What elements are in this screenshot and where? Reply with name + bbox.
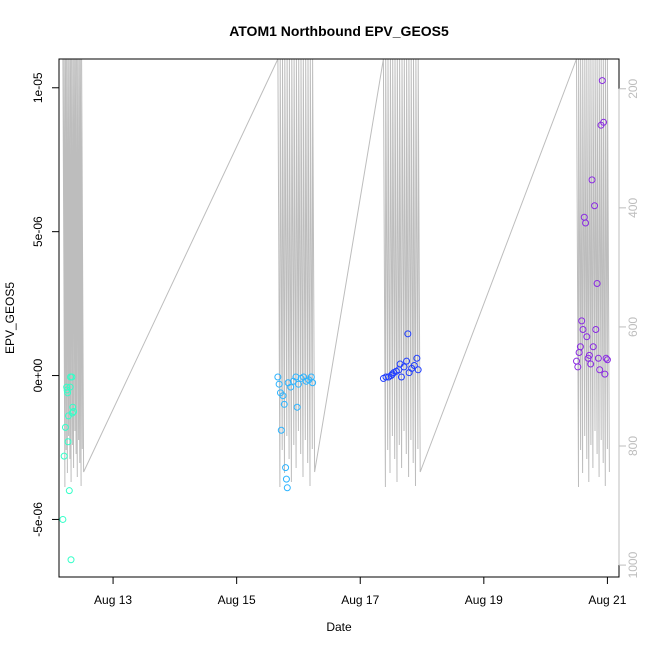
x-tick-label: Aug 21 xyxy=(588,593,626,607)
data-point xyxy=(600,118,608,126)
y-tick-label: 5e-06 xyxy=(31,216,45,247)
data-point xyxy=(593,279,601,287)
data-point xyxy=(60,452,68,460)
data-point xyxy=(59,515,67,523)
data-point xyxy=(64,438,72,446)
data-point xyxy=(589,343,597,351)
data-point xyxy=(602,354,610,362)
x-tick-label: Aug 15 xyxy=(218,593,256,607)
data-point xyxy=(277,426,285,434)
data-point xyxy=(293,403,301,411)
depth-trace xyxy=(62,58,610,488)
y-axis-label: EPV_GEOS5 xyxy=(3,282,17,354)
right-tick-label: 200 xyxy=(626,78,640,98)
data-point xyxy=(579,326,587,334)
x-tick-label: Aug 19 xyxy=(465,593,503,607)
data-point xyxy=(587,360,595,368)
data-point xyxy=(67,556,75,564)
data-point xyxy=(592,326,600,334)
chart-title: ATOM1 Northbound EPV_GEOS5 xyxy=(229,23,449,39)
data-point xyxy=(591,202,599,210)
data-point xyxy=(403,357,411,365)
data-point xyxy=(582,219,590,227)
data-point xyxy=(275,380,283,388)
y-tick-label: 1e-05 xyxy=(31,72,45,103)
data-point xyxy=(70,408,78,416)
data-point xyxy=(294,380,302,388)
x-axis-label: Date xyxy=(326,620,352,634)
right-tick-label: 600 xyxy=(626,317,640,337)
right-axis: 200 400 600 800 1000 xyxy=(618,78,640,578)
data-point xyxy=(61,423,69,431)
depth-trace-group xyxy=(62,58,610,488)
y-tick-label: 0e+00 xyxy=(31,358,45,392)
data-point xyxy=(588,176,596,184)
data-point xyxy=(274,373,282,381)
data-point xyxy=(282,464,290,472)
data-point xyxy=(594,354,602,362)
data-point xyxy=(583,333,591,341)
data-point xyxy=(309,379,317,387)
data-point xyxy=(598,77,606,85)
data-point xyxy=(603,356,611,364)
x-tick-label: Aug 13 xyxy=(94,593,132,607)
data-point xyxy=(601,370,609,378)
data-point xyxy=(287,383,295,391)
data-point xyxy=(400,363,408,371)
data-point xyxy=(574,363,582,371)
right-tick-label: 1000 xyxy=(626,551,640,578)
data-point xyxy=(292,373,300,381)
data-point xyxy=(65,487,73,495)
data-point xyxy=(413,354,421,362)
data-point xyxy=(414,366,422,374)
data-point xyxy=(585,351,593,359)
data-point xyxy=(578,317,586,325)
data-point xyxy=(282,475,290,483)
data-point xyxy=(397,373,405,381)
data-point xyxy=(576,343,584,351)
y-tick-label: -5e-06 xyxy=(31,502,45,537)
data-point xyxy=(596,366,604,374)
x-tick-label: Aug 17 xyxy=(341,593,379,607)
y-axis: -5e-06 0e+00 5e-06 1e-05 xyxy=(31,72,60,537)
x-axis: Aug 13 Aug 15 Aug 17 Aug 19 Aug 21 xyxy=(94,576,627,607)
data-point xyxy=(575,349,583,357)
data-point xyxy=(410,361,418,369)
data-point xyxy=(66,383,74,391)
data-point xyxy=(404,330,412,338)
data-point xyxy=(69,403,77,411)
data-point xyxy=(279,392,287,400)
data-point xyxy=(280,400,288,408)
data-point xyxy=(64,389,72,397)
data-point xyxy=(283,484,291,492)
right-tick-label: 800 xyxy=(626,436,640,456)
plot-frame xyxy=(58,58,620,578)
data-point xyxy=(67,373,75,381)
data-point xyxy=(382,373,390,381)
data-points-group xyxy=(59,77,611,564)
right-tick-label: 400 xyxy=(626,198,640,218)
